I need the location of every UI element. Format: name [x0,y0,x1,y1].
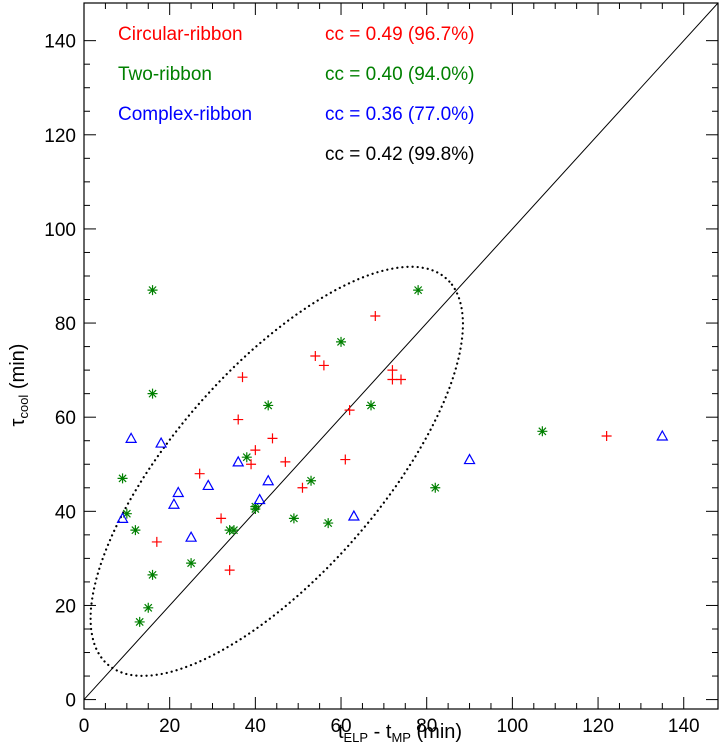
point-circular-ribbon-12 [318,360,329,371]
point-two-ribbon-10 [228,525,239,536]
point-circular-ribbon-7 [250,445,261,456]
legend: Circular-ribbon cc = 0.49 (96.7%) Two-ri… [118,24,474,165]
ellipse-outline [89,265,465,678]
point-two-ribbon-19 [366,400,377,411]
chart-lines-layer [84,3,718,700]
point-two-ribbon-0 [117,473,128,484]
point-two-ribbon-20 [413,285,424,296]
x-axis-title-mid: - t [368,721,392,743]
cc-label-two-ribbon: cc = 0.40 (94.0%) [325,64,474,85]
point-circular-ribbon-1 [194,468,205,479]
point-circular-ribbon-3 [224,565,235,576]
point-circular-ribbon-9 [280,456,291,467]
point-two-ribbon-17 [323,518,334,529]
point-two-ribbon-5 [147,569,158,580]
point-circular-ribbon-15 [370,310,381,321]
point-two-ribbon-11 [241,452,252,463]
x-axis-title-base: t [338,721,344,743]
x-tick-label-80: 80 [416,716,437,737]
point-two-ribbon-18 [336,336,347,347]
identity-line [84,3,718,700]
point-complex-ribbon-11 [463,453,476,465]
y-tick-label-80: 80 [55,314,76,335]
x-axis-title-sub2: MP [391,730,411,743]
y-tick-label-20: 20 [55,596,76,617]
point-circular-ribbon-0 [151,536,162,547]
point-complex-ribbon-5 [185,530,198,542]
point-two-ribbon-15 [288,513,299,524]
legend-entry-two-ribbon: Two-ribbon [118,64,212,85]
point-two-ribbon-1 [121,508,132,519]
x-axis-title-sub1: ELP [344,730,369,743]
point-complex-ribbon-2 [155,436,168,448]
y-tick-label-60: 60 [55,408,76,429]
point-complex-ribbon-4 [172,486,185,498]
x-tick-label-140: 140 [668,716,700,737]
point-two-ribbon-4 [143,602,154,613]
y-tick-label-140: 140 [44,32,76,53]
point-two-ribbon-14 [263,400,274,411]
point-circular-ribbon-19 [601,431,612,442]
point-circular-ribbon-5 [237,372,248,383]
y-tick-label-120: 120 [44,126,76,147]
point-complex-ribbon-0 [116,512,129,523]
x-axis-title-unit: (min) [411,721,462,743]
chart-points-layer [116,285,669,627]
plot-frame [83,2,719,710]
point-circular-ribbon-11 [310,351,321,361]
point-complex-ribbon-1 [125,432,138,443]
cc-label-circular-ribbon: cc = 0.49 (96.7%) [325,24,474,45]
chart-axes-layer: 0 20 40 60 80 100 120 140 0 20 40 60 80 100 120 140 [44,2,719,737]
y-axis-title-unit: (min) [7,344,29,395]
point-two-ribbon-3 [134,616,145,627]
point-circular-ribbon-17 [387,374,398,385]
x-tick-label-20: 20 [159,716,180,737]
point-circular-ribbon-10 [297,482,308,493]
x-tick-label-100: 100 [497,716,529,737]
point-circular-ribbon-8 [267,433,278,444]
point-complex-ribbon-10 [347,509,360,521]
y-tick-label-100: 100 [44,220,76,241]
point-complex-ribbon-12 [656,429,669,441]
cc-label-complex-ribbon: cc = 0.36 (77.0%) [325,104,474,125]
y-tick-label-0: 0 [65,691,76,712]
point-circular-ribbon-18 [396,374,406,385]
point-circular-ribbon-6 [246,459,257,470]
point-two-ribbon-8 [186,558,197,569]
x-tick-label-120: 120 [582,716,614,737]
point-two-ribbon-2 [130,525,141,536]
point-complex-ribbon-6 [202,479,215,491]
x-tick-label-60: 60 [330,716,351,737]
y-tick-label-40: 40 [55,502,76,523]
x-tick-label-40: 40 [245,716,266,737]
point-complex-ribbon-3 [167,498,180,509]
point-two-ribbon-21 [430,482,441,493]
point-complex-ribbon-8 [253,493,266,505]
y-axis-title-sub: cool [16,395,31,419]
point-complex-ribbon-7 [232,455,245,467]
x-tick-label-0: 0 [79,716,90,737]
point-two-ribbon-6 [147,388,158,399]
point-circular-ribbon-16 [387,365,398,376]
point-complex-ribbon-9 [262,474,275,486]
point-circular-ribbon-13 [340,454,351,465]
point-two-ribbon-16 [306,475,317,486]
point-circular-ribbon-4 [233,414,244,425]
legend-entry-complex-ribbon: Complex-ribbon [118,104,252,125]
point-circular-ribbon-2 [216,513,227,524]
point-circular-ribbon-14 [344,405,355,416]
cc-label-overall: cc = 0.42 (99.8%) [325,144,474,165]
point-two-ribbon-13 [250,501,261,512]
y-axis-title-base: τ [7,418,29,426]
legend-entry-circular-ribbon: Circular-ribbon [118,24,243,45]
point-two-ribbon-22 [537,426,548,437]
y-axis-title: τcool (min) [7,344,31,427]
x-axis-title: tELP - tMP (min) [338,721,462,743]
point-two-ribbon-7 [147,285,158,296]
